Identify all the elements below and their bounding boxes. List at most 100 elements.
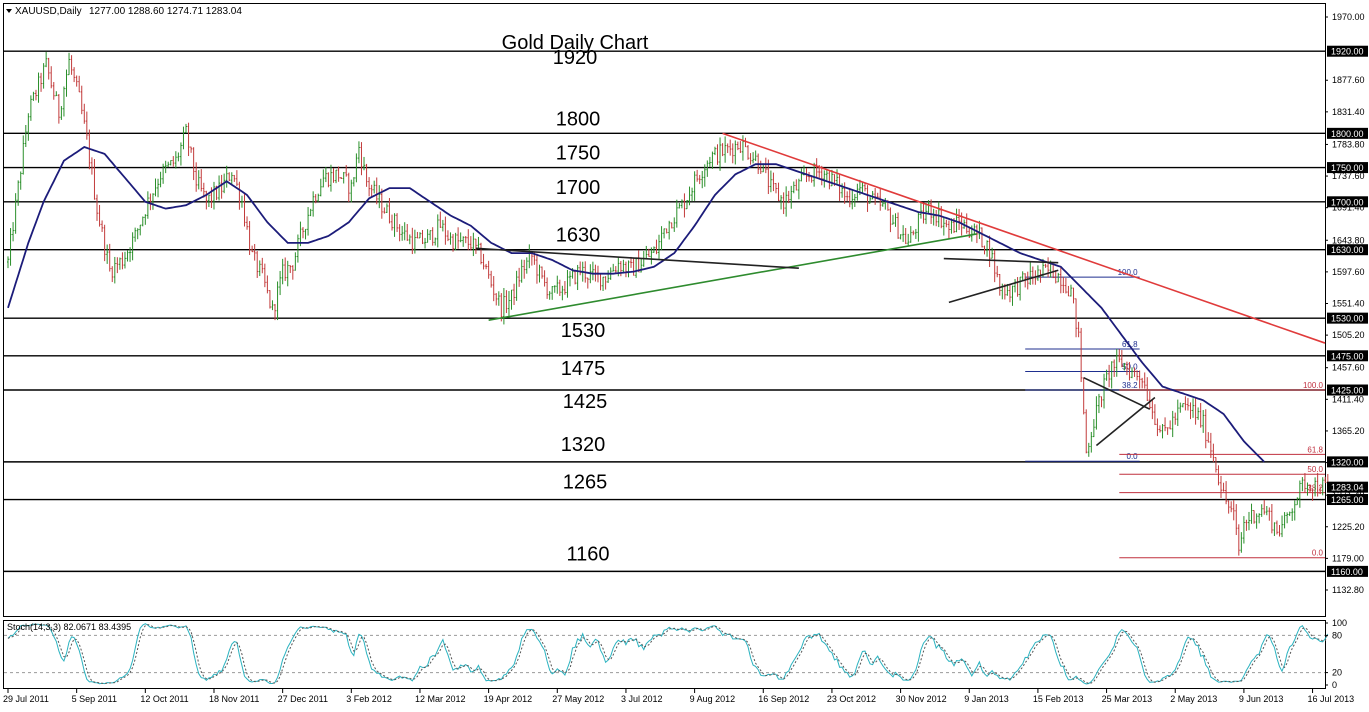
level-tag: 1700.00 [1331, 197, 1364, 207]
x-tick-label: 23 Oct 2012 [827, 694, 876, 704]
trendline-resistance [722, 132, 1326, 344]
level-tag-bg [1327, 456, 1368, 468]
level-label-1160: 1160 [566, 543, 609, 565]
x-tick-label: 2 May 2013 [1170, 694, 1217, 704]
stoch-y-tick-label: 100 [1332, 618, 1347, 628]
level-label-1530: 1530 [561, 320, 606, 342]
y-tick-label: 1179.00 [1332, 553, 1364, 563]
x-tick-label: 27 May 2012 [552, 694, 604, 704]
level-tag-bg [1327, 384, 1368, 396]
y-tick-label: 1411.40 [1332, 394, 1364, 404]
y-tick-label: 1551.40 [1332, 299, 1365, 309]
fib-label-38.2: 38.2 [1122, 381, 1138, 390]
level-label-1630: 1630 [556, 225, 601, 247]
level-tag: 1320.00 [1331, 457, 1364, 467]
trendlines [475, 132, 1326, 447]
trendline-tri1-bottom [948, 269, 1059, 304]
y-tick-label: 1970.00 [1332, 12, 1365, 22]
fib-label-0.0: 0.0 [1312, 549, 1324, 558]
x-tick-label: 12 Mar 2012 [415, 694, 466, 704]
symbol-menu-icon[interactable] [6, 9, 12, 13]
fib-label-61.8: 61.8 [1307, 445, 1323, 454]
level-label-1700: 1700 [556, 177, 601, 199]
level-label-1265: 1265 [563, 472, 608, 494]
level-tag: 1265.00 [1331, 495, 1364, 505]
y-tick-label: 1877.60 [1332, 75, 1365, 85]
trendline-tri2-bottom [1095, 396, 1156, 447]
x-tick-label: 19 Apr 2012 [484, 694, 533, 704]
y-tick-label: 1597.60 [1332, 267, 1365, 277]
current-price-tag-bg [1327, 481, 1368, 493]
ohlc-readout: 1277.00 1288.60 1274.71 1283.04 [89, 6, 242, 17]
level-tag: 1750.00 [1331, 163, 1364, 173]
x-tick-label: 15 Feb 2013 [1033, 694, 1084, 704]
x-tick-label: 3 Feb 2012 [346, 694, 392, 704]
level-tag-bg [1327, 244, 1368, 256]
level-tag: 1425.00 [1331, 386, 1364, 396]
y-tick-label: 1643.80 [1332, 235, 1365, 245]
x-tick-label: 25 Mar 2013 [1102, 694, 1153, 704]
level-tag-bg [1327, 565, 1368, 577]
fib-label-100.0: 100.0 [1303, 381, 1324, 390]
symbol-header: XAUUSD,Daily [15, 6, 82, 17]
level-tag-bg [1327, 162, 1368, 174]
trendline-tri1-top [943, 257, 1059, 264]
x-tick-label: 9 Jun 2013 [1239, 694, 1284, 704]
level-label-1475: 1475 [561, 358, 606, 380]
y-tick-label: 1365.20 [1332, 426, 1365, 436]
level-tag: 1475.00 [1331, 351, 1364, 361]
trendline-tri2-top [1083, 376, 1151, 410]
x-tick-label: 18 Nov 2011 [209, 694, 259, 704]
fib-label-0.0: 0.0 [1127, 452, 1139, 461]
level-tag: 1920.00 [1331, 47, 1364, 57]
level-tag: 1630.00 [1331, 245, 1364, 255]
x-tick-label: 3 Jul 2012 [621, 694, 663, 704]
level-tag: 1800.00 [1331, 129, 1364, 139]
fib-label-100.0: 100.0 [1118, 268, 1139, 277]
x-tick-label: 16 Sep 2012 [758, 694, 809, 704]
y-tick-label: 1225.20 [1332, 522, 1365, 532]
y-tick-label: 1132.80 [1332, 585, 1364, 595]
moving-average [7, 145, 1265, 463]
x-tick-label: 12 Oct 2011 [140, 694, 188, 704]
price-pane-frame [3, 3, 1326, 617]
level-tag-bg [1327, 45, 1368, 57]
stoch-header: Stoch(14,3,3) 82.0671 83.4395 [7, 622, 131, 632]
y-tick-label: 1505.20 [1332, 330, 1365, 340]
level-tag-bg [1327, 196, 1368, 208]
y-tick-label: 1783.80 [1332, 139, 1365, 149]
x-tick-label: 5 Sep 2011 [72, 694, 117, 704]
level-tag-bg [1327, 127, 1368, 139]
x-tick-label: 9 Jan 2013 [964, 694, 1009, 704]
stoch-y-tick-label: 80 [1332, 630, 1342, 640]
fib-label-50.0: 50.0 [1307, 465, 1323, 474]
current-price-tag: 1283.04 [1331, 483, 1364, 493]
level-tag-bg [1327, 494, 1368, 506]
stochastic-lines [4, 623, 1329, 685]
stoch-main-line [7, 623, 1329, 685]
x-tick-label: 27 Dec 2011 [278, 694, 328, 704]
level-tag: 1160.00 [1331, 567, 1363, 577]
stoch-y-tick-label: 0 [1332, 680, 1337, 690]
price-axis: 1970.00 1877.60 1831.40 1783.80 1737.60 1691.… [1325, 12, 1368, 595]
stoch-y-tick-label: 20 [1332, 668, 1342, 678]
level-label-1920: 1920 [553, 47, 598, 69]
level-tag: 1530.00 [1331, 314, 1364, 324]
x-tick-label: 16 Jul 2013 [1308, 694, 1355, 704]
level-label-1320: 1320 [561, 434, 606, 456]
chart-title: Gold Daily Chart [502, 32, 649, 54]
stoch-pane-frame [3, 620, 1326, 689]
time-axis: 29 Jul 2011 5 Sep 2011 12 Oct 2011 18 Nov 2… [3, 689, 1354, 704]
moving-average-line [7, 145, 1265, 463]
stoch-signal-line [7, 623, 1329, 685]
y-tick-label: 1737.60 [1332, 171, 1365, 181]
stoch-axis: 100 80 20 0 [1325, 618, 1347, 690]
horizontal-levels: 1920 1800 1750 1700 1630 1530 1475 1425 1320 1265… [4, 47, 1325, 573]
x-tick-label: 30 Nov 2012 [896, 694, 947, 704]
y-tick-label: 1457.60 [1332, 363, 1365, 373]
trendline-support [488, 233, 978, 321]
x-tick-label: 29 Jul 2011 [3, 694, 49, 704]
